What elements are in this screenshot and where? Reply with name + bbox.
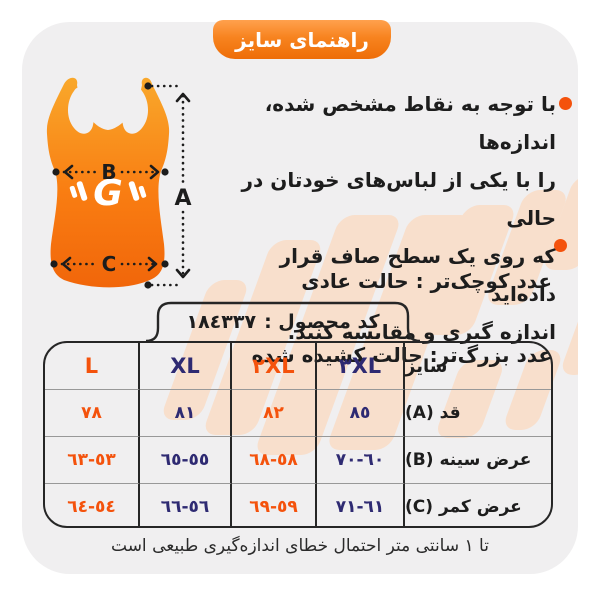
watermark-stripe: [558, 285, 578, 375]
size-cell: ٨١: [140, 389, 232, 436]
note-smaller-number: عدد کوچک‌تر : حالت عادی: [301, 269, 552, 293]
tank-top-diagram: G B C A: [46, 77, 192, 289]
size-cell: ٧٨: [45, 389, 140, 436]
product-code-label: کد محصول :: [264, 311, 380, 333]
size-table: L XL ٢XL ٣XL سایز ٧٨ ٨١ ٨٢ ٨٥ قد (A) ٥٣-…: [43, 341, 553, 528]
size-cell: ٥٣-٦٣: [45, 436, 140, 483]
size-cell: ٥٩-٦٩: [232, 483, 317, 526]
column-header-xl: XL: [140, 343, 232, 389]
product-code-value: ١٨٤٣٣٧: [186, 311, 257, 333]
size-cell: ٦١-٧١: [317, 483, 405, 526]
chest-label: B: [101, 160, 116, 184]
product-code-tab: [145, 301, 421, 342]
size-card: [22, 22, 578, 574]
product-code: کد محصول : ١٨٤٣٣٧: [158, 306, 408, 338]
height-label: A: [174, 186, 191, 211]
page-title: راهنمای سایز: [235, 27, 369, 52]
armhole-cutout: [122, 87, 149, 134]
brand-logo-icon: G: [69, 173, 147, 214]
waist-label: C: [102, 252, 117, 276]
size-cell: ٨٢: [232, 389, 317, 436]
header-banner: راهنمای سایز: [213, 20, 391, 59]
size-cell: ٥٦-٦٦: [140, 483, 232, 526]
footer-note: تا ١ سانتی متر احتمال خطای اندازه‌گیری ط…: [111, 536, 489, 556]
column-header-3xl: ٣XL: [317, 343, 405, 389]
bullet-icon: [554, 239, 567, 252]
size-cell: ٥٨-٦٨: [232, 436, 317, 483]
row-label-height: قد (A): [405, 389, 551, 436]
size-cell: ٥٥-٦٥: [140, 436, 232, 483]
row-label-waist: عرض کمر (C): [405, 483, 551, 526]
row-label-chest: عرض سینه (B): [405, 436, 551, 483]
size-cell: ٥٤-٦٤: [45, 483, 140, 526]
size-cell: ٦٠-٧٠: [317, 436, 405, 483]
column-header-2xl: ٢XL: [232, 343, 317, 389]
bullet-icon: [559, 97, 572, 110]
instruction-paragraph: با توجه به نقاط مشخص شده، اندازه‌ها را ب…: [241, 92, 556, 344]
armhole-cutout: [67, 87, 94, 134]
brand-logo-letter: G: [93, 173, 123, 214]
measurement-dots: [50, 82, 169, 289]
size-header: سایز: [405, 355, 448, 377]
column-header-l: L: [45, 343, 140, 389]
size-cell: ٨٥: [317, 389, 405, 436]
measurement-marks: [60, 84, 191, 287]
